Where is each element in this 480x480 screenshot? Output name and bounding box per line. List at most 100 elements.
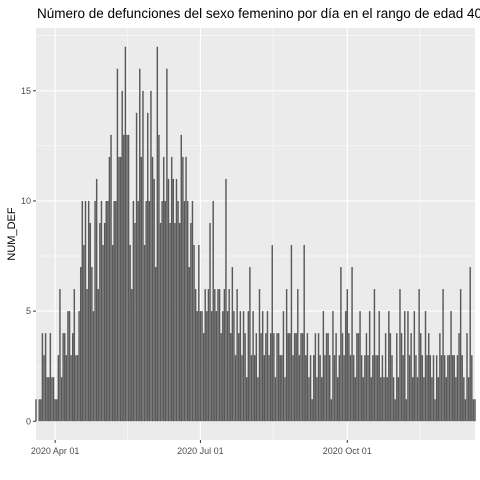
bar xyxy=(207,289,210,422)
bar xyxy=(351,267,353,422)
bar xyxy=(311,399,313,422)
bar xyxy=(119,156,122,422)
bar xyxy=(451,355,454,422)
bar xyxy=(241,355,243,422)
bar xyxy=(172,178,175,422)
bar xyxy=(244,333,246,422)
bar xyxy=(325,333,328,422)
bar xyxy=(91,267,93,422)
bar xyxy=(135,112,138,422)
bar xyxy=(472,399,475,422)
bar xyxy=(412,377,414,422)
x-axis: 2020 Apr 01 2020 Jul 01 2020 Oct 01 xyxy=(31,440,372,456)
bar xyxy=(196,311,198,422)
bar xyxy=(212,200,214,422)
bar xyxy=(222,311,224,422)
bar xyxy=(321,377,323,422)
bar xyxy=(89,222,91,422)
bar xyxy=(70,355,72,422)
bar xyxy=(389,333,392,422)
bar xyxy=(421,355,424,422)
bar xyxy=(388,311,390,422)
bar xyxy=(44,333,47,422)
bar xyxy=(329,355,331,422)
bar xyxy=(324,355,326,422)
bar xyxy=(161,200,163,422)
bar xyxy=(381,355,384,422)
bar xyxy=(35,399,37,422)
bar xyxy=(434,399,436,422)
bar xyxy=(364,355,366,422)
bar xyxy=(330,399,333,422)
bar xyxy=(295,333,297,422)
bar xyxy=(253,355,256,422)
bar xyxy=(469,267,471,422)
bar xyxy=(230,333,232,422)
bar xyxy=(191,200,194,422)
bar xyxy=(314,333,317,422)
bar xyxy=(442,289,444,422)
bar xyxy=(238,333,240,422)
bar xyxy=(52,377,55,422)
bar xyxy=(177,200,179,422)
bar xyxy=(167,178,170,422)
bar xyxy=(92,311,95,422)
bar xyxy=(410,333,412,422)
bar xyxy=(344,311,347,422)
bar xyxy=(418,289,420,422)
bar xyxy=(246,377,248,422)
bar xyxy=(443,355,446,422)
bar xyxy=(420,333,422,422)
bar xyxy=(79,267,82,422)
bars xyxy=(35,46,476,422)
chart-title: Número de defunciones del sexo femenino … xyxy=(37,6,480,21)
bar xyxy=(255,333,258,422)
bar xyxy=(108,156,111,422)
bar xyxy=(234,355,237,422)
bar xyxy=(158,134,160,422)
bar xyxy=(277,333,280,422)
bar xyxy=(408,355,411,422)
bar xyxy=(223,289,226,422)
bar xyxy=(57,355,60,422)
bar xyxy=(242,311,245,422)
bar xyxy=(204,289,206,422)
bar xyxy=(151,156,154,422)
bar xyxy=(370,377,372,422)
bar xyxy=(297,289,299,422)
bar xyxy=(426,355,428,422)
bar xyxy=(62,333,64,422)
bar xyxy=(124,46,127,422)
bar xyxy=(94,200,96,422)
bar xyxy=(431,377,433,422)
bar xyxy=(373,289,376,422)
bar xyxy=(356,333,358,422)
bar xyxy=(335,333,337,422)
bar xyxy=(292,355,294,422)
bar xyxy=(396,333,398,422)
bar xyxy=(327,333,329,422)
bar xyxy=(115,200,117,422)
bar xyxy=(404,311,406,422)
bar xyxy=(293,333,296,422)
bar xyxy=(276,333,278,422)
bar xyxy=(341,333,344,422)
bar xyxy=(305,355,307,422)
bar xyxy=(285,289,288,422)
bar xyxy=(110,134,112,422)
bar xyxy=(432,355,435,422)
bar xyxy=(384,333,387,422)
bar xyxy=(386,377,388,422)
bar xyxy=(54,399,56,422)
bar xyxy=(99,222,101,422)
bar xyxy=(95,178,98,422)
bar xyxy=(145,200,147,422)
bar xyxy=(354,377,356,422)
bar xyxy=(367,355,369,422)
bar xyxy=(429,355,432,422)
bar xyxy=(463,377,465,422)
bar xyxy=(148,200,151,422)
bar xyxy=(142,90,144,422)
bar xyxy=(41,333,44,422)
